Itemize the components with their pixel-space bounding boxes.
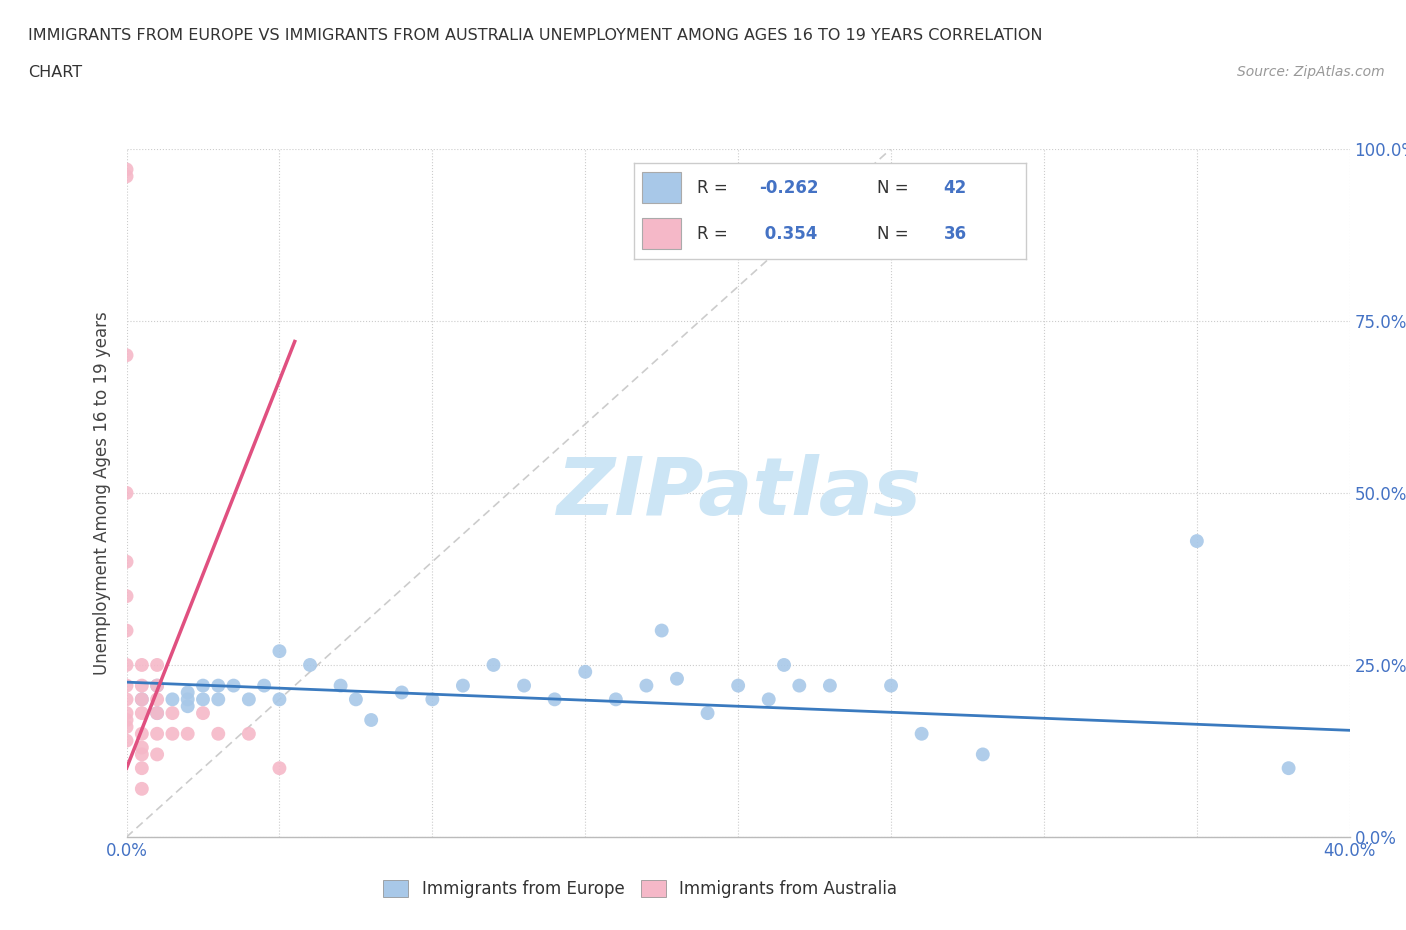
Point (146, 692, 169, 707)
Point (253, 678, 276, 693)
Point (299, 658, 322, 672)
Point (773, 658, 796, 672)
Point (131, 740, 153, 755)
Point (115, 348, 138, 363)
Point (115, 733, 138, 748)
Point (207, 678, 229, 693)
Point (177, 698, 200, 713)
Text: IMMIGRANTS FROM EUROPE VS IMMIGRANTS FROM AUSTRALIA UNEMPLOYMENT AMONG AGES 16 T: IMMIGRANTS FROM EUROPE VS IMMIGRANTS FRO… (28, 28, 1043, 43)
Point (146, 706, 169, 721)
Point (146, 747, 169, 762)
Point (1278, 761, 1301, 776)
Point (574, 664, 596, 679)
Point (789, 678, 811, 693)
Point (115, 712, 138, 727)
Point (131, 726, 153, 741)
Point (451, 678, 474, 693)
Point (146, 658, 169, 672)
Point (651, 623, 673, 638)
Point (360, 712, 382, 727)
Point (238, 692, 260, 707)
Point (115, 162, 138, 177)
Point (177, 692, 200, 707)
Point (191, 692, 214, 707)
Point (146, 726, 169, 741)
Text: ZIPatlas: ZIPatlas (555, 454, 921, 532)
Point (818, 678, 841, 693)
Point (207, 726, 229, 741)
Point (131, 692, 153, 707)
Point (207, 692, 229, 707)
Point (177, 726, 200, 741)
Point (191, 678, 214, 693)
Point (482, 658, 505, 672)
Point (269, 692, 291, 707)
Point (115, 678, 138, 693)
Legend: Immigrants from Europe, Immigrants from Australia: Immigrants from Europe, Immigrants from … (377, 873, 904, 904)
Point (605, 692, 627, 707)
Point (162, 726, 184, 741)
Point (238, 726, 260, 741)
Point (115, 706, 138, 721)
Point (513, 678, 536, 693)
Point (115, 720, 138, 735)
Point (636, 678, 658, 693)
Point (329, 678, 352, 693)
Point (972, 747, 994, 762)
Point (131, 658, 153, 672)
Text: Source: ZipAtlas.com: Source: ZipAtlas.com (1237, 65, 1385, 79)
Point (344, 692, 367, 707)
Point (115, 623, 138, 638)
Y-axis label: Unemployment Among Ages 16 to 19 years: Unemployment Among Ages 16 to 19 years (93, 311, 111, 675)
Point (544, 692, 567, 707)
Point (115, 658, 138, 672)
Point (191, 706, 214, 721)
Point (115, 554, 138, 569)
Text: CHART: CHART (28, 65, 82, 80)
Point (162, 692, 184, 707)
Point (177, 685, 200, 700)
Point (146, 678, 169, 693)
Point (696, 706, 718, 721)
Point (911, 726, 934, 741)
Point (269, 644, 291, 658)
Point (131, 761, 153, 776)
Point (146, 706, 169, 721)
Point (115, 589, 138, 604)
Point (880, 678, 903, 693)
Point (391, 685, 413, 700)
Point (131, 678, 153, 693)
Point (727, 678, 749, 693)
Point (115, 485, 138, 500)
Point (1185, 534, 1208, 549)
Point (146, 678, 169, 693)
Point (269, 761, 291, 776)
Point (131, 692, 153, 707)
Point (162, 706, 184, 721)
Point (115, 692, 138, 707)
Point (422, 692, 444, 707)
Point (222, 678, 245, 693)
Point (131, 747, 153, 762)
Point (666, 671, 689, 686)
Point (131, 781, 153, 796)
Point (758, 692, 780, 707)
Point (131, 706, 153, 721)
Point (115, 169, 138, 184)
